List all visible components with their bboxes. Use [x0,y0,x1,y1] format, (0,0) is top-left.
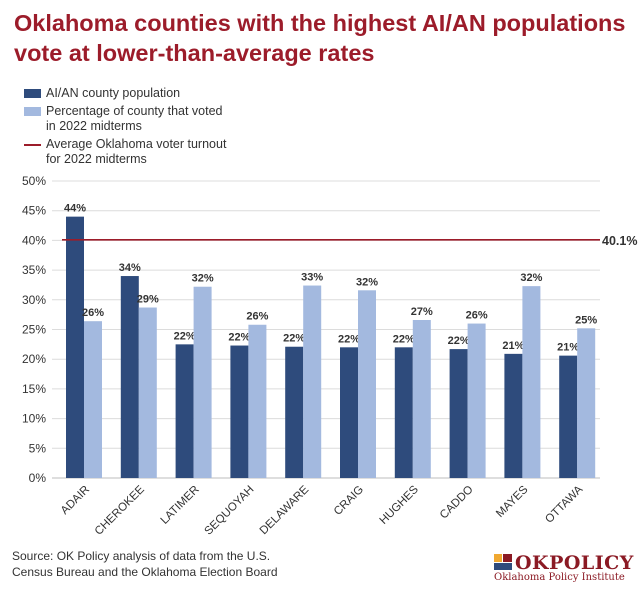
bar-population [559,355,578,478]
x-tick-label: DELAWARE [258,483,312,537]
x-tick-label: CHEROKEE [93,483,147,537]
bar-turnout [467,323,486,478]
bar-turnout [412,319,431,478]
x-tick-label: SEQUOYAH [203,484,257,538]
y-tick-label: 50% [22,174,46,188]
data-label-population: 21% [557,342,579,354]
legend-label-average-line1: Average Oklahoma voter turnout [46,137,227,151]
data-label-population: 34% [119,262,141,274]
source-line-2: Census Bureau and the Oklahoma Election … [12,565,278,579]
bar-turnout [358,290,376,478]
legend-item-average: Average Oklahoma voter turnout for 2022 … [24,137,226,167]
data-label-population: 22% [338,333,360,345]
data-label-turnout: 32% [520,272,542,284]
chart-title: Oklahoma counties with the highest AI/AN… [14,10,626,66]
x-tick-label: CRAIG [332,484,366,518]
y-tick-label: 10% [22,412,46,426]
y-tick-label: 30% [22,293,46,307]
x-tick-label: ADAIR [59,484,92,517]
bar-population [504,353,523,478]
data-label-turnout: 25% [575,314,597,326]
logo-subtitle: Oklahoma Policy Institute [494,572,625,583]
legend-label-turnout-line1: Percentage of county that voted [46,104,223,118]
y-tick-label: 20% [22,352,46,366]
logo-mark-icon [494,554,512,570]
logo-text: OKPOLICY [515,552,634,574]
bar-population [394,347,413,478]
bar-population [175,344,194,478]
legend-swatch-population [24,89,41,98]
data-label-turnout: 32% [192,273,214,285]
bar-population [66,216,84,478]
bar-turnout [522,286,541,478]
data-label-turnout: 33% [301,272,323,284]
bar-population [285,346,304,478]
data-label-population: 22% [283,333,305,345]
bar-turnout [84,321,102,478]
data-label-population: 21% [502,340,524,352]
data-label-population: 44% [64,203,86,215]
data-label-population: 22% [228,332,250,344]
data-label-population: 22% [448,335,470,347]
bar-turnout [138,307,157,478]
legend-label-turnout-line2: in 2022 midterms [46,119,142,133]
y-tick-label: 5% [29,441,47,455]
data-label-turnout: 29% [137,294,159,306]
bar-turnout [248,324,267,478]
legend-label-population: AI/AN county population [46,86,181,100]
data-label-population: 22% [393,333,415,345]
data-label-turnout: 27% [411,306,433,318]
bar-population [449,349,468,478]
bar-turnout [303,285,322,478]
bar-turnout [577,328,596,478]
x-tick-label: CADDO [438,484,476,522]
okpolicy-logo: OKPOLICY Oklahoma Policy Institute [494,552,634,583]
legend: AI/AN county population Percentage of co… [24,86,226,170]
x-tick-label: HUGHES [378,483,422,527]
y-tick-label: 0% [29,471,47,485]
bar-population [120,276,139,478]
x-tick-label: OTTAWA [543,483,585,525]
source-line-1: Source: OK Policy analysis of data from … [12,549,271,563]
bar-population [340,347,358,478]
source-note: Source: OK Policy analysis of data from … [12,548,278,580]
x-tick-label: LATIMER [159,484,202,527]
bar-turnout [193,286,212,478]
y-tick-label: 40% [22,233,46,247]
bar-population [230,345,249,478]
x-tick-label: MAYES [494,483,531,520]
y-tick-label: 35% [22,263,46,277]
data-label-turnout: 26% [466,310,488,322]
y-tick-label: 25% [22,323,46,337]
legend-item-population: AI/AN county population [24,86,226,101]
legend-item-turnout: Percentage of county that voted in 2022 … [24,104,226,134]
data-label-turnout: 26% [82,307,104,319]
legend-swatch-turnout [24,107,41,116]
data-label-turnout: 26% [246,311,268,323]
y-tick-label: 45% [22,204,46,218]
legend-swatch-average [24,144,41,146]
data-label-population: 22% [174,330,196,342]
data-label-turnout: 32% [356,276,378,288]
legend-label-average-line2: for 2022 midterms [46,152,147,166]
y-tick-label: 15% [22,382,46,396]
reference-line-label: 40.1% [602,234,637,248]
